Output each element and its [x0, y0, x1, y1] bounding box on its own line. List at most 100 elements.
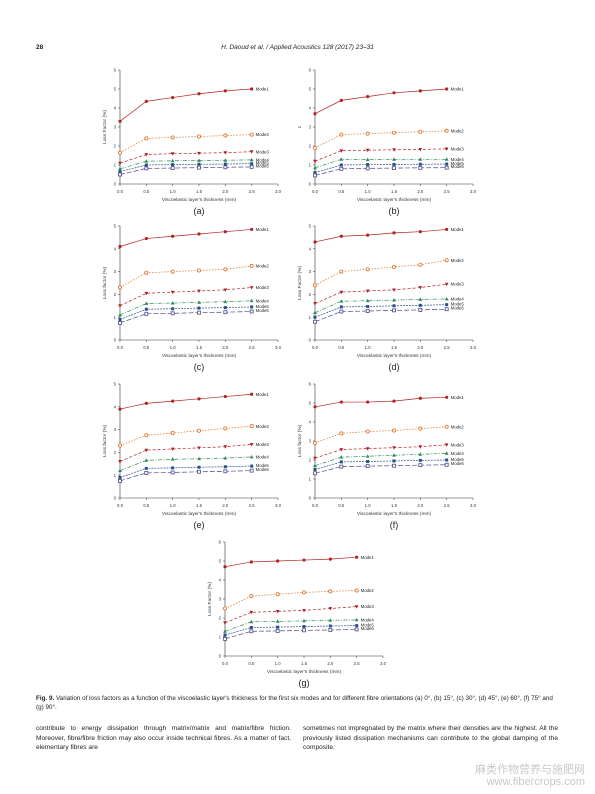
data-point	[339, 455, 344, 459]
series-label: Mode1	[256, 392, 270, 397]
data-point	[339, 269, 344, 274]
x-tick-label: 1.5	[196, 189, 203, 194]
data-point	[418, 396, 422, 400]
data-point	[223, 288, 228, 292]
data-point	[313, 240, 317, 244]
data-point	[392, 265, 397, 270]
series-line	[314, 308, 447, 323]
series-label: Mode6	[256, 308, 270, 313]
x-axis-label: Viscoelastic layer's thickness (mm)	[162, 197, 237, 203]
data-point	[118, 317, 122, 321]
data-point	[144, 448, 149, 453]
x-tick-label: 3.0	[380, 661, 387, 666]
data-point	[171, 466, 175, 470]
data-point	[118, 119, 122, 123]
data-point	[339, 290, 344, 295]
x-tick-label: 1.0	[170, 189, 177, 194]
y-tick-label: 5	[114, 224, 117, 229]
series-line	[314, 229, 447, 243]
data-point	[354, 617, 359, 622]
data-point	[365, 447, 370, 451]
series-line	[314, 396, 447, 408]
data-point	[418, 297, 423, 301]
data-point	[392, 453, 396, 457]
series-label: Mode4	[451, 157, 465, 162]
x-tick-label: 3.0	[470, 189, 477, 194]
data-point	[392, 162, 396, 166]
data-point	[444, 296, 449, 301]
data-point	[144, 466, 148, 470]
series-line	[119, 88, 252, 122]
data-point	[144, 301, 149, 305]
data-point	[444, 307, 449, 312]
series-line	[314, 283, 447, 304]
data-point	[117, 443, 122, 448]
body-text-column-1: contribute to energy dissipation through…	[36, 725, 291, 752]
data-point	[144, 153, 149, 157]
y-tick-label: 4	[219, 578, 222, 583]
data-point	[418, 148, 423, 152]
series-label: Mode3	[451, 282, 465, 287]
data-point	[223, 267, 228, 272]
data-point	[144, 291, 149, 296]
data-point	[197, 158, 201, 162]
x-tick-label: 2.0	[417, 345, 424, 350]
data-point	[117, 150, 122, 155]
x-tick-label: 2.0	[417, 189, 424, 194]
data-point	[444, 165, 449, 170]
x-tick-label: 0.5	[143, 189, 150, 194]
data-point	[392, 130, 397, 135]
data-point	[418, 458, 422, 462]
data-point	[445, 227, 449, 232]
data-point	[249, 165, 254, 169]
data-point	[339, 400, 343, 404]
series-label: Mode2	[256, 264, 270, 269]
series-line	[119, 470, 252, 482]
data-point	[313, 302, 317, 306]
data-point	[250, 464, 254, 468]
x-tick-label: 0.0	[312, 503, 319, 508]
data-point	[392, 166, 396, 170]
data-point	[339, 305, 343, 309]
series-label: Mode2	[361, 588, 375, 593]
watermark-line1: 麻类作物营养与施肥网	[475, 764, 585, 776]
series-label: Mode2	[451, 128, 465, 133]
y-tick-label: 5	[219, 559, 222, 564]
data-point	[444, 443, 449, 447]
data-point	[223, 89, 227, 93]
series-label: Mode5	[256, 304, 270, 309]
data-point	[355, 555, 359, 559]
data-point	[276, 625, 280, 629]
panel-label: (e)	[193, 520, 205, 530]
y-tick-label: 6	[114, 68, 117, 73]
data-point	[144, 236, 148, 241]
series-line	[314, 148, 447, 162]
data-point	[249, 560, 253, 564]
series-line	[119, 465, 252, 478]
data-point	[418, 157, 423, 161]
series-label: Mode1	[256, 227, 270, 232]
series-line	[119, 163, 252, 172]
data-point	[354, 627, 359, 632]
y-tick-label: 6	[219, 540, 222, 545]
y-tick-label: 1	[309, 477, 312, 482]
series-label: Mode4	[361, 618, 375, 623]
y-tick-label: 3	[309, 269, 312, 274]
watermark: 麻类作物营养与施肥网 www.fibercrops.com	[475, 764, 585, 788]
series-line	[119, 166, 252, 175]
data-point	[249, 309, 254, 314]
data-point	[170, 470, 175, 475]
data-point	[366, 304, 370, 308]
x-tick-label: 2.5	[444, 503, 451, 508]
x-tick-label: 1.5	[196, 503, 203, 508]
data-point	[170, 158, 175, 163]
y-tick-label: 2	[114, 450, 117, 455]
data-point	[312, 145, 317, 150]
data-point	[197, 446, 201, 450]
data-point	[144, 270, 149, 275]
panel-label: (d)	[388, 362, 400, 372]
data-point	[418, 262, 423, 267]
series-line	[119, 287, 252, 307]
series-label: Mode6	[256, 467, 270, 472]
chart-panel-f: 0 1 2 3 4 5 6 0.0 0.5 1.0 1.5 2.0 2.5 3.0 Viscoelastic…	[295, 378, 490, 530]
